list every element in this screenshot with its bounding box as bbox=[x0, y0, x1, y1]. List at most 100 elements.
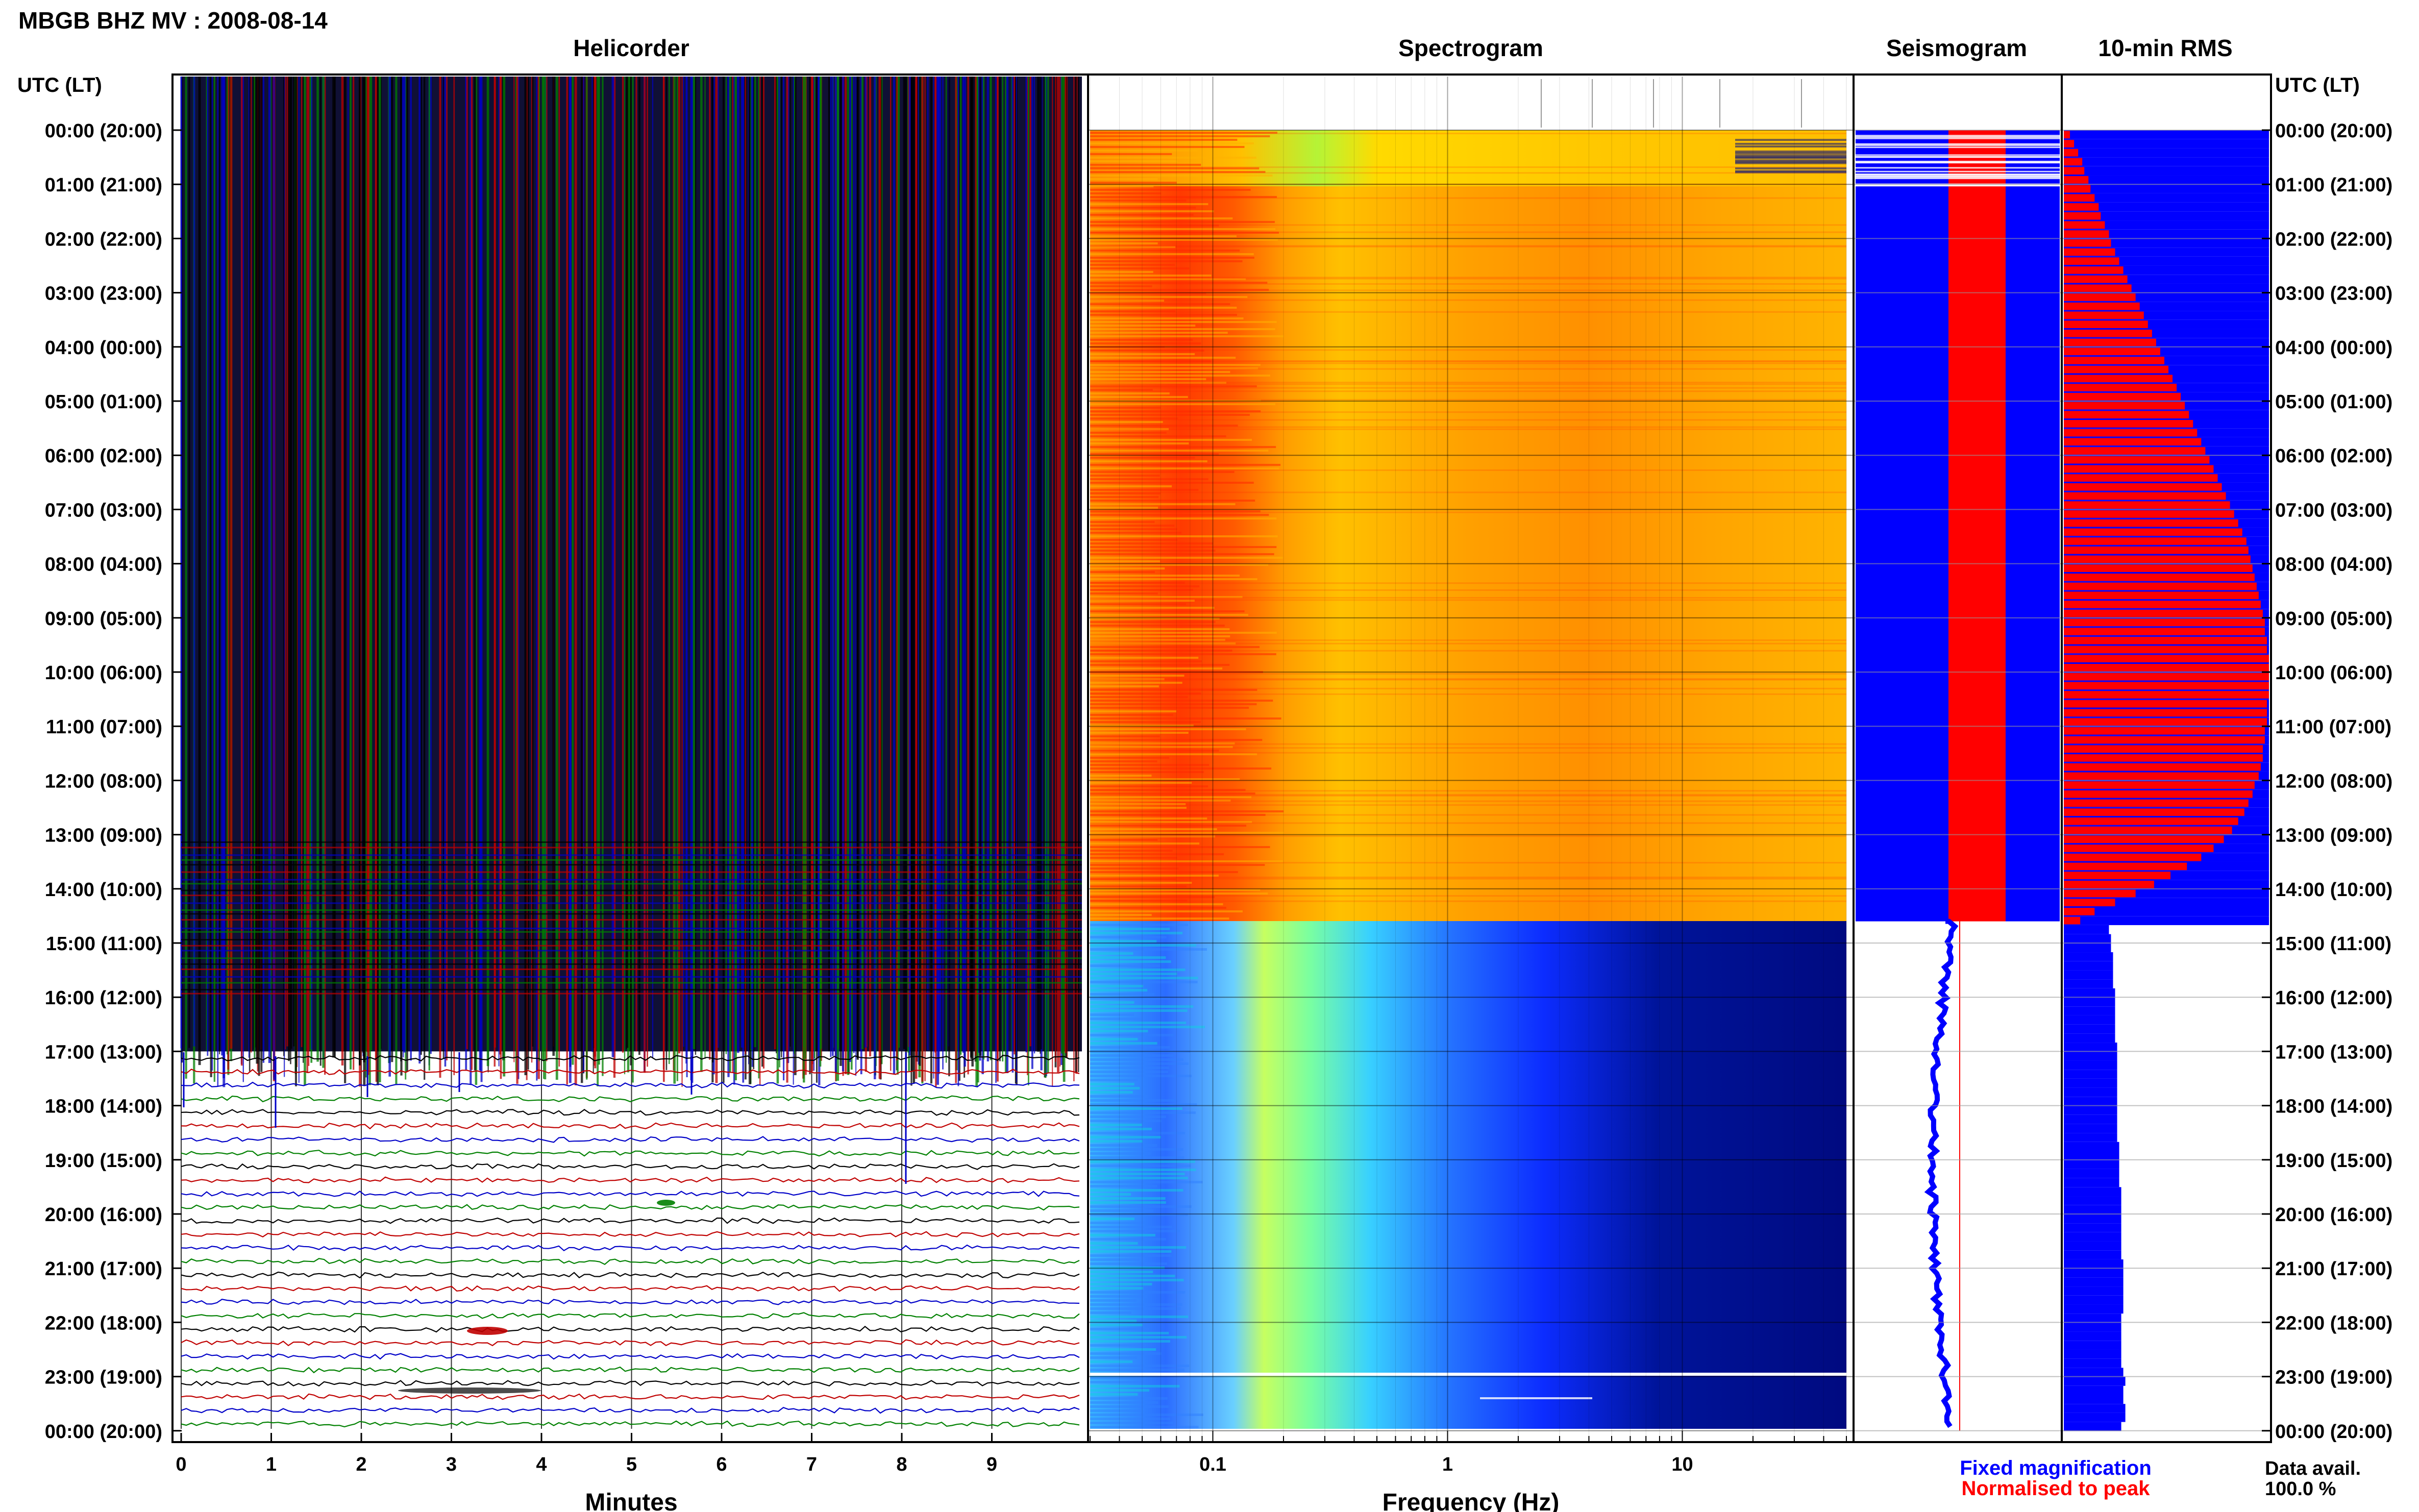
seismogram-fixed-trace bbox=[1924, 919, 1959, 1428]
time-label-right: 16:00 (12:00) bbox=[2275, 987, 2392, 1009]
seismogram-title: Seismogram bbox=[1886, 35, 2027, 61]
rms-fixed-bar bbox=[2064, 1214, 2121, 1224]
rms-fixed-bar bbox=[2064, 1133, 2117, 1142]
legend-normalised-to-peak: Normalised to peak bbox=[1961, 1477, 2150, 1500]
time-label-left: 20:00 (16:00) bbox=[45, 1204, 162, 1226]
rms-fixed-bar bbox=[2064, 1223, 2121, 1232]
spectrogram-row-streak bbox=[1090, 692, 1201, 695]
spectrogram-row-streak bbox=[1090, 985, 1143, 987]
spectrogram-row-streak bbox=[1090, 1377, 1146, 1379]
time-label-right: 05:00 (01:00) bbox=[2275, 391, 2392, 413]
rms-normalised-bar bbox=[2064, 203, 2099, 211]
spectrogram-row-streak bbox=[1090, 385, 1257, 387]
spectrogram-row-streak bbox=[1090, 1254, 1172, 1257]
data-availability-value: 100.0 % bbox=[2265, 1478, 2336, 1500]
spectrogram-row-streak bbox=[1090, 364, 1261, 366]
spectrogram-row-streak bbox=[1090, 1360, 1133, 1363]
spectrogram-row-streak bbox=[1090, 1283, 1152, 1285]
spectrogram-row-streak bbox=[1735, 145, 1846, 148]
spectrogram-row-streak bbox=[1090, 231, 1846, 233]
spectrogram-row-streak bbox=[1090, 1209, 1153, 1212]
spectrogram-row-streak bbox=[1090, 582, 1185, 584]
spectrogram-event-streak bbox=[1480, 1397, 1592, 1399]
spectrogram-row-streak bbox=[1090, 399, 1846, 401]
spectrogram-row-streak bbox=[1090, 639, 1225, 641]
spectrogram-row-streak bbox=[1090, 1381, 1145, 1383]
spectrogram-row-streak bbox=[1090, 360, 1846, 362]
time-label-right: 15:00 (11:00) bbox=[2275, 933, 2391, 955]
spectrogram-row-streak bbox=[1090, 1111, 1196, 1114]
spectrogram-row-streak bbox=[1090, 893, 1268, 895]
time-label-right: 12:00 (08:00) bbox=[2275, 771, 2392, 792]
rms-fixed-bar bbox=[2064, 1087, 2117, 1097]
spectrogram-row-streak bbox=[1090, 1279, 1184, 1281]
spectrogram-row-streak bbox=[1090, 1079, 1138, 1081]
time-label-right: 01:00 (21:00) bbox=[2275, 175, 2392, 196]
spectrogram-row-streak bbox=[1735, 162, 1846, 164]
spectrogram-row-streak bbox=[1735, 171, 1846, 173]
spectrogram-row-streak bbox=[1090, 700, 1273, 702]
rms-fixed-bar bbox=[2064, 1358, 2121, 1368]
spectrogram-row-streak bbox=[1090, 133, 1846, 135]
spectrogram-row-streak bbox=[1090, 546, 1277, 548]
spectrogram-row-streak bbox=[1090, 349, 1846, 351]
spectrogram-row-streak bbox=[1090, 217, 1233, 219]
rms-normalised-bar bbox=[2064, 176, 2089, 184]
spectrogram-row-streak bbox=[1090, 500, 1255, 502]
spectrogram-row-streak bbox=[1090, 1356, 1137, 1359]
spectrogram-row-streak bbox=[1090, 1405, 1169, 1408]
rms-normalised-bar bbox=[2064, 691, 2269, 699]
spectrogram-row-streak bbox=[1090, 828, 1217, 830]
rms-normalised-bar bbox=[2064, 158, 2083, 166]
spectrogram-row-streak bbox=[1090, 760, 1157, 762]
rms-fixed-bar bbox=[2064, 1105, 2117, 1115]
rms-fixed-bar bbox=[2064, 1286, 2124, 1296]
spectrogram-row-streak bbox=[1090, 235, 1237, 237]
helicorder-row-trace bbox=[181, 1299, 1080, 1305]
time-label-right: 11:00 (07:00) bbox=[2275, 716, 2391, 738]
rms-normalised-bar bbox=[2064, 510, 2234, 518]
spectrogram-row-streak bbox=[1090, 589, 1846, 591]
spectrogram-row-streak bbox=[1090, 1026, 1205, 1028]
spectrogram-row-streak bbox=[1090, 614, 1248, 616]
spectrogram-row-streak bbox=[1090, 778, 1240, 780]
rms-normalised-bar bbox=[2064, 411, 2189, 419]
seismogram-data-gap bbox=[1856, 174, 2060, 176]
spectrogram-row-streak bbox=[1090, 867, 1179, 870]
helicorder-row-trace bbox=[181, 1095, 1080, 1103]
spectrogram-row-streak bbox=[1090, 1054, 1174, 1057]
rms-normalised-bar bbox=[2064, 230, 2109, 238]
spectrogram-row-streak bbox=[1735, 159, 1846, 162]
spectrogram-row-streak bbox=[1735, 161, 1846, 163]
minute-tick-label: 1 bbox=[266, 1454, 277, 1475]
rms-normalised-bar bbox=[2064, 636, 2267, 645]
rms-fixed-bar bbox=[2064, 907, 2269, 916]
time-label-right: 03:00 (23:00) bbox=[2275, 283, 2392, 305]
spectrogram-data-gap bbox=[1090, 1373, 1846, 1376]
spectrogram-row-streak bbox=[1090, 171, 1266, 173]
rms-fixed-bar bbox=[2064, 1322, 2121, 1332]
spectrogram-row-streak bbox=[1090, 989, 1148, 992]
rms-title: 10-min RMS bbox=[2098, 35, 2232, 61]
spectrogram-row-streak bbox=[1090, 389, 1153, 391]
rms-normalised-bar bbox=[2064, 402, 2185, 410]
rms-fixed-bar bbox=[2064, 997, 2115, 1007]
rms-normalised-bar bbox=[2064, 916, 2081, 925]
spectrogram-row-streak bbox=[1090, 964, 1160, 967]
spectrogram-row-streak bbox=[1090, 428, 1846, 430]
spectrogram-row-streak bbox=[1090, 1393, 1138, 1396]
helicorder-row-trace bbox=[181, 1054, 1080, 1062]
spectrogram-row-streak bbox=[1090, 325, 1196, 327]
helicorder-row-trace bbox=[181, 1176, 1080, 1183]
frequency-tick-label: 0.1 bbox=[1199, 1454, 1226, 1475]
helicorder-row-trace bbox=[181, 1420, 1080, 1428]
rms-normalised-bar bbox=[2064, 456, 2210, 464]
spectrogram-row-streak bbox=[1090, 973, 1177, 975]
spectrogram-row-streak bbox=[1090, 346, 1165, 348]
rms-normalised-bar bbox=[2064, 673, 2269, 681]
spectrogram-row-streak bbox=[1090, 278, 1846, 280]
rms-normalised-bar bbox=[2064, 745, 2263, 753]
spectrogram-row-streak bbox=[1090, 981, 1198, 983]
rms-normalised-bar bbox=[2064, 889, 2136, 898]
spectrogram-row-streak bbox=[1090, 932, 1183, 934]
